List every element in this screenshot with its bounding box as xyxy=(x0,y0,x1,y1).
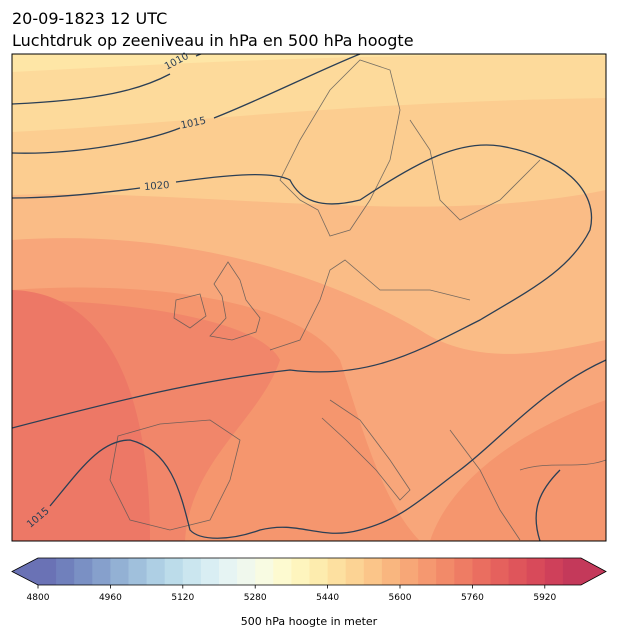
colorbar-band xyxy=(38,558,57,585)
colorbar-band xyxy=(436,558,455,585)
colorbar-band xyxy=(219,558,238,585)
map xyxy=(12,54,606,541)
colorbar-band xyxy=(454,558,473,585)
colorbar-tick-label: 4800 xyxy=(27,593,50,603)
colorbar-outline xyxy=(11,557,607,586)
colorbar-band xyxy=(363,558,383,585)
contour-label: 1015 xyxy=(180,116,207,132)
colorbar-band xyxy=(182,558,202,585)
colorbar-band xyxy=(164,558,184,585)
colorbar-band xyxy=(381,558,401,585)
colorbar-band xyxy=(146,558,166,585)
colorbar-band xyxy=(92,558,111,585)
colorbar-tick-label: 5600 xyxy=(389,593,412,603)
colorbar-band xyxy=(200,558,220,585)
colorbar-band xyxy=(291,558,310,585)
map-frame xyxy=(11,53,607,542)
date-title: 20-09-1823 12 UTC xyxy=(12,9,167,28)
colorbar-band xyxy=(237,558,256,585)
colorbar-tick-label: 4960 xyxy=(99,593,122,603)
colorbar-extend-high xyxy=(581,558,606,585)
colorbar-band xyxy=(526,558,546,585)
colorbar-band xyxy=(508,558,528,585)
colorbar-band xyxy=(490,558,510,585)
colorbar-band xyxy=(56,558,75,585)
colorbar-tick-label: 5280 xyxy=(244,593,267,603)
colorbar-band xyxy=(544,558,564,585)
colorbar-band xyxy=(418,558,437,585)
colorbar-band xyxy=(400,558,419,585)
colorbar-band xyxy=(472,558,491,585)
colorbar-tick-label: 5760 xyxy=(461,593,484,603)
colorbar-tick-label: 5920 xyxy=(533,593,556,603)
colorbar-band xyxy=(562,558,582,585)
colorbar-tick-label: 5440 xyxy=(316,593,339,603)
colorbar: 4800 4960 5120 5280 5440 5600 5760 5920 xyxy=(11,557,607,603)
colorbar-band xyxy=(74,558,93,585)
colorbar-band xyxy=(345,558,365,585)
colorbar-band xyxy=(327,558,347,585)
colorbar-extend-low xyxy=(12,558,38,585)
colorbar-band xyxy=(309,558,329,585)
colorbar-band xyxy=(128,558,148,585)
colorbar-label: 500 hPa hoogte in meter xyxy=(241,615,378,628)
colorbar-tick-label: 5120 xyxy=(171,593,194,603)
colorbar-band xyxy=(110,558,129,585)
contour-label: 1020 xyxy=(144,180,170,193)
map-title: Luchtdruk op zeeniveau in hPa en 500 hPa… xyxy=(12,31,414,50)
colorbar-band xyxy=(255,558,274,585)
colorbar-band xyxy=(273,558,292,585)
